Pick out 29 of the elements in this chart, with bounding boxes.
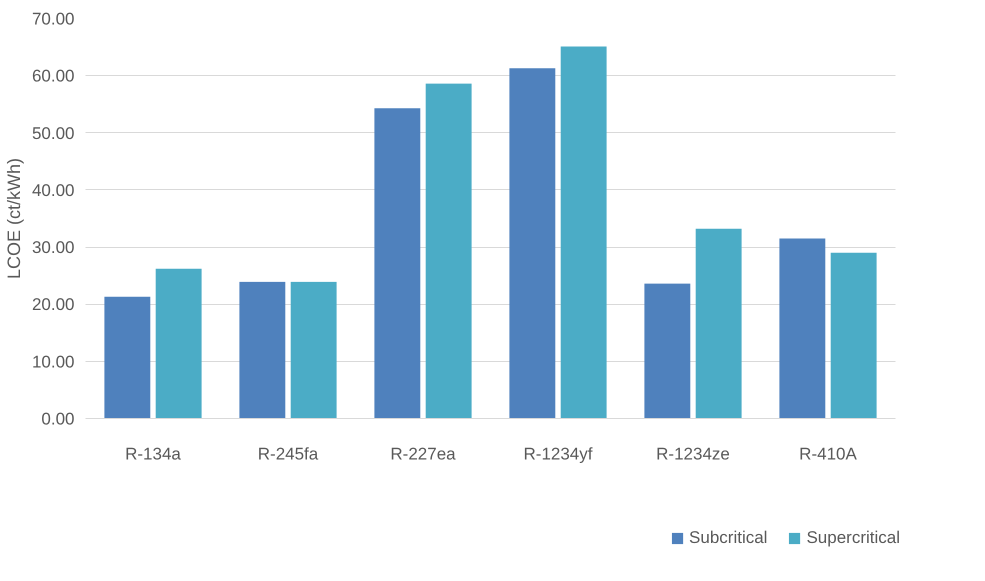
bar bbox=[290, 282, 337, 418]
bar bbox=[104, 296, 150, 418]
y-tick-label: 40.00 bbox=[32, 180, 75, 200]
y-tick-label: 70.00 bbox=[32, 10, 75, 28]
x-tick-label: R-227ea bbox=[390, 444, 456, 464]
bar bbox=[830, 252, 877, 418]
x-tick-label: R-134a bbox=[125, 444, 182, 464]
bar bbox=[156, 268, 202, 418]
y-tick-label: 30.00 bbox=[32, 238, 75, 258]
y-tick-label: 20.00 bbox=[32, 295, 75, 314]
y-tick-label: 10.00 bbox=[32, 352, 75, 372]
x-tick-label: R-245fa bbox=[258, 444, 319, 464]
y-tick-label: 0.00 bbox=[41, 410, 75, 428]
legend-label: Subcritical bbox=[689, 528, 768, 548]
y-axis-title: LCOE (ct/kWh) bbox=[4, 158, 24, 280]
bar bbox=[374, 108, 420, 418]
legend-label: Supercritical bbox=[806, 528, 900, 548]
x-tick-label: R-1234yf bbox=[524, 444, 593, 464]
y-tick-label: 50.00 bbox=[32, 124, 75, 143]
bar bbox=[696, 228, 742, 418]
y-tick-label: 60.00 bbox=[32, 66, 75, 86]
x-tick-label: R-1234ze bbox=[656, 444, 730, 464]
bar bbox=[509, 68, 556, 418]
bar bbox=[426, 84, 472, 418]
bar bbox=[560, 46, 607, 418]
x-tick-label: R-410A bbox=[799, 444, 858, 464]
bar bbox=[779, 238, 826, 418]
bar bbox=[644, 284, 690, 418]
bar bbox=[239, 282, 286, 418]
